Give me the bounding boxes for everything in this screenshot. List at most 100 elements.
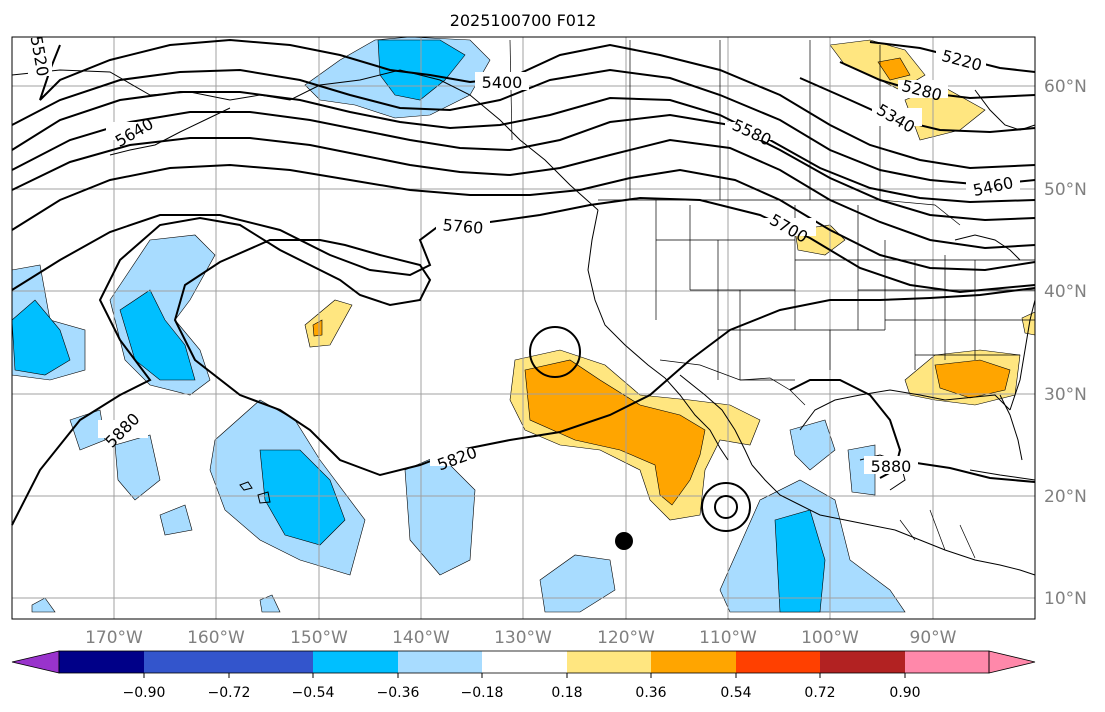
shade-neg-hawaii-core xyxy=(259,449,346,546)
coast-great-lakes xyxy=(954,234,1021,261)
colorbar-bin-8 xyxy=(651,651,736,673)
contour-label-5820-bg xyxy=(430,448,484,466)
shade-neg-far-sw-2 xyxy=(259,594,281,613)
contour-label-5760-bg xyxy=(436,216,490,234)
colorbar-label: −0.18 xyxy=(461,685,504,701)
shade-neg-gulf-mex xyxy=(789,419,836,471)
colorbar-bin-5 xyxy=(398,651,482,673)
colorbar-label: −0.72 xyxy=(208,685,251,701)
shade-neg-west-pacific-core xyxy=(11,299,71,376)
border-central-am xyxy=(899,509,976,559)
lon-label-100w: 100°W xyxy=(801,628,859,648)
coast-gulf-calif xyxy=(679,374,753,466)
coast-gulf-mexico xyxy=(799,389,1011,431)
contour-5580 xyxy=(11,111,1036,222)
contour-low-center-outer xyxy=(701,482,751,532)
coast-central-america xyxy=(894,529,1036,576)
island-hawaii-1 xyxy=(239,481,253,491)
contour-label-5760: 5760 xyxy=(442,215,484,237)
shade-pos-baja-core xyxy=(524,359,706,506)
lat-label-50n: 50°N xyxy=(1044,180,1087,200)
colorbar-bin-6 xyxy=(482,651,567,673)
shade-pos-southeast-core xyxy=(934,359,1011,399)
lon-label-130w: 130°W xyxy=(494,628,552,648)
contour-label-5340-bg xyxy=(872,108,922,126)
lat-label-40n: 40°N xyxy=(1044,282,1087,302)
coast-baja xyxy=(664,377,729,461)
contour-label-5280-bg xyxy=(898,80,948,98)
colorbar-label: 0.54 xyxy=(720,685,751,701)
contour-5880-closed-baja xyxy=(529,326,581,378)
coast-cuba xyxy=(969,469,1036,481)
lon-label-140w: 140°W xyxy=(392,628,450,648)
colorbar-bin-10 xyxy=(820,651,905,673)
colorbar-label: 0.72 xyxy=(804,685,835,701)
colorbar-frame xyxy=(58,650,990,674)
shade-neg-far-sw xyxy=(31,597,56,613)
lat-label-30n: 30°N xyxy=(1044,385,1087,405)
colorbar-label: −0.90 xyxy=(123,685,166,701)
contour-label-5460-bg xyxy=(966,176,1020,194)
colorbar-bin-2 xyxy=(144,651,229,673)
colorbar-bin-9 xyxy=(736,651,820,673)
colorbar-bin-11 xyxy=(905,651,989,673)
contour-label-5400: 5400 xyxy=(482,73,523,92)
contour-low-center-inner xyxy=(714,495,738,519)
contour-label-5880-bg xyxy=(864,456,918,474)
map-frame xyxy=(11,36,1036,620)
contour-label-5700-bg xyxy=(762,218,816,236)
lat-label-60n: 60°N xyxy=(1044,77,1087,97)
shade-pos-canada-core xyxy=(877,57,911,81)
lat-label-10n: 10°N xyxy=(1044,589,1087,609)
coast-alaska xyxy=(11,69,599,211)
shade-neg-small-3 xyxy=(159,504,193,536)
lat-axis-labels: 60°N 50°N 40°N 30°N 20°N 10°N xyxy=(1044,77,1087,609)
contour-label-5580-bg xyxy=(725,122,779,140)
colorbar-ticks xyxy=(143,673,906,678)
colorbar-label: −0.54 xyxy=(292,685,335,701)
lon-label-120w: 120°W xyxy=(597,628,655,648)
lat-label-20n: 20°N xyxy=(1044,487,1087,507)
contour-label-5520-bg xyxy=(28,40,52,76)
low-center-dot xyxy=(615,532,633,550)
lon-label-160w: 160°W xyxy=(187,628,245,648)
coast-florida xyxy=(999,394,1023,461)
colorbar-bin-1 xyxy=(59,651,144,673)
contour-label-5220-bg xyxy=(936,50,986,68)
contour-label-5880-west-bg xyxy=(98,420,148,438)
contour-label-5880: 5880 xyxy=(871,457,912,476)
lon-label-110w: 110°W xyxy=(699,628,757,648)
colorbar-bin-4 xyxy=(313,651,398,673)
colorbar-label: 0.36 xyxy=(635,685,666,701)
colorbar-label: −0.36 xyxy=(377,685,420,701)
contour-5400 xyxy=(39,38,1036,170)
island-hawaii-2 xyxy=(257,491,271,504)
colorbar-label: 0.18 xyxy=(551,685,582,701)
shade-neg-eastpac-core xyxy=(774,509,826,613)
colorbar-extend-low xyxy=(11,650,60,674)
lon-label-150w: 150°W xyxy=(290,628,348,648)
colorbar-bin-3 xyxy=(229,651,313,673)
border-us-mexico xyxy=(659,359,806,406)
colorbar-extend-high xyxy=(988,650,1036,674)
coast-aleutians xyxy=(109,107,231,156)
shade-neg-central-pacific-core xyxy=(119,289,196,381)
lon-label-90w: 90°W xyxy=(910,628,957,648)
coast-east-us xyxy=(1009,299,1036,411)
colorbar-label: 0.90 xyxy=(889,685,920,701)
figure-title: 2025100700 F012 xyxy=(450,11,597,30)
colorbar: −0.90 −0.72 −0.54 −0.36 −0.18 0.18 0.36 … xyxy=(11,650,1036,701)
contour-5520 xyxy=(11,91,1036,204)
colorbar-bin-7 xyxy=(567,651,651,673)
contour-5820 xyxy=(11,216,1036,526)
lon-axis-labels: 170°W 160°W 150°W 140°W 130°W 120°W 110°… xyxy=(85,628,957,648)
contour-5700 xyxy=(11,163,1036,272)
contour-label-5400-bg xyxy=(475,72,529,90)
lon-label-170w: 170°W xyxy=(85,628,143,648)
contour-5640 xyxy=(11,137,1036,250)
map-panel: 5220 5280 5340 5400 5460 5520 5580 5640 … xyxy=(11,34,1036,620)
coast-west-us xyxy=(587,209,666,379)
coastlines xyxy=(11,69,1036,576)
coast-mexico-west xyxy=(751,464,896,531)
